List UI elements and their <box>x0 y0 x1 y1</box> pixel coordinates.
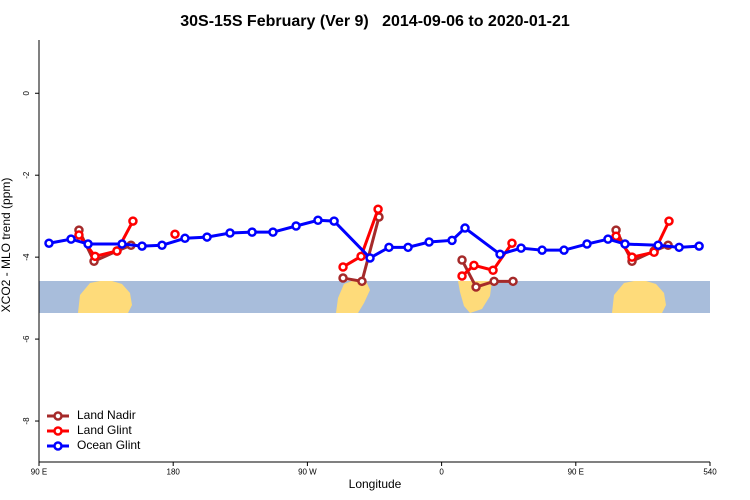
legend-label: Ocean Glint <box>77 438 141 452</box>
series-line <box>77 216 669 289</box>
point <box>66 234 76 244</box>
legend-marker <box>53 441 63 451</box>
point <box>356 251 366 262</box>
point <box>508 276 518 287</box>
land <box>458 281 492 313</box>
map-background <box>39 281 710 313</box>
point <box>365 253 375 263</box>
y-tick-label: -4 <box>22 253 31 261</box>
x-tick-label: 180 <box>167 468 181 477</box>
x-tick-label: 90 E <box>31 468 47 477</box>
point <box>516 243 526 253</box>
point <box>180 233 190 244</box>
point <box>338 273 348 283</box>
ocean-strip <box>39 281 710 313</box>
land <box>612 281 666 313</box>
x-tick-label: 0 <box>439 468 444 477</box>
point <box>137 241 147 251</box>
point <box>488 265 498 276</box>
point <box>649 247 659 257</box>
y-tick-label: -2 <box>22 171 31 179</box>
point <box>469 260 479 271</box>
point <box>489 276 499 287</box>
point <box>170 229 180 239</box>
point <box>620 239 630 249</box>
legend-marker <box>53 411 63 421</box>
point <box>117 239 127 249</box>
point <box>44 238 54 248</box>
point <box>357 276 367 287</box>
point <box>373 204 383 214</box>
land <box>78 281 132 313</box>
point <box>447 235 457 246</box>
point <box>403 242 413 253</box>
point <box>112 246 122 256</box>
point <box>537 245 547 255</box>
point <box>694 241 704 251</box>
land <box>336 281 370 313</box>
point <box>664 216 674 226</box>
point <box>611 231 621 242</box>
point <box>384 242 394 253</box>
y-axis-label: XCO2 - MLO trend (ppm) <box>0 178 13 313</box>
point <box>424 237 434 247</box>
point <box>247 227 257 237</box>
point <box>329 216 339 226</box>
y-tick-label: -6 <box>22 335 31 343</box>
point <box>83 239 93 249</box>
point <box>495 249 505 260</box>
point <box>460 223 470 233</box>
point <box>507 238 517 248</box>
point <box>74 230 84 240</box>
y-tick-label: -8 <box>22 417 31 425</box>
point <box>471 282 481 292</box>
point <box>90 251 100 262</box>
x-axis-label: Longitude <box>349 477 402 491</box>
x-tick-label: 90 W <box>298 468 317 477</box>
y-tick-label: 0 <box>22 90 31 95</box>
point <box>313 215 323 226</box>
legend-marker <box>53 426 63 436</box>
legend-label: Land Glint <box>77 423 132 437</box>
legend-label: Land Nadir <box>77 408 136 422</box>
point <box>603 234 613 244</box>
chart-title: 30S-15S February (Ver 9) 2014-09-06 to 2… <box>180 13 570 30</box>
point <box>268 227 278 237</box>
point <box>653 240 663 251</box>
point <box>338 262 348 272</box>
point <box>157 240 167 251</box>
point <box>582 239 592 249</box>
point <box>674 242 684 253</box>
x-tick-label: 540 <box>703 468 717 477</box>
point <box>457 255 467 265</box>
point <box>559 245 569 255</box>
point <box>128 216 138 226</box>
point <box>627 252 637 262</box>
point <box>225 228 235 238</box>
point <box>202 232 212 242</box>
x-tick-label: 90 E <box>568 468 584 477</box>
point <box>291 221 301 231</box>
point <box>457 271 467 281</box>
